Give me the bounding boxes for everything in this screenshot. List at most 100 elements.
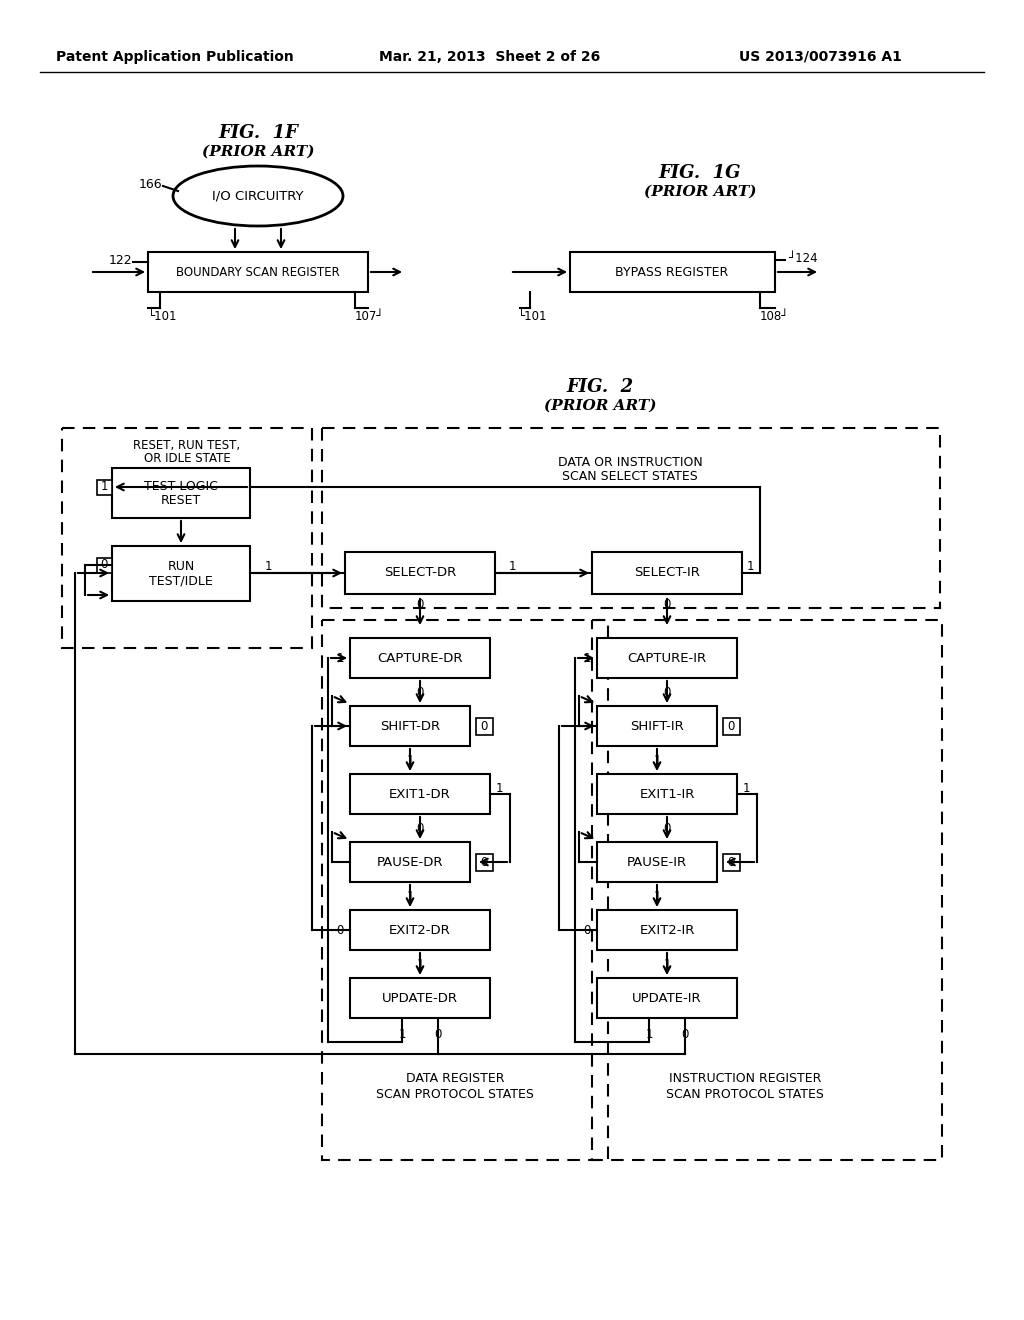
Text: RESET, RUN TEST,: RESET, RUN TEST,	[133, 438, 241, 451]
Text: 1: 1	[645, 1027, 652, 1040]
Text: DATA OR INSTRUCTION: DATA OR INSTRUCTION	[558, 455, 702, 469]
Text: UPDATE-DR: UPDATE-DR	[382, 991, 458, 1005]
Text: 1: 1	[496, 781, 504, 795]
Text: US 2013/0073916 A1: US 2013/0073916 A1	[738, 50, 901, 63]
Text: 1: 1	[407, 890, 414, 903]
Text: 0: 0	[417, 598, 424, 610]
Text: 0: 0	[417, 821, 424, 834]
Text: 0: 0	[417, 685, 424, 698]
Bar	[592, 552, 742, 594]
Bar	[112, 546, 250, 601]
Text: 1: 1	[508, 560, 516, 573]
Text: 122: 122	[109, 253, 132, 267]
Bar	[592, 620, 942, 1160]
Bar	[476, 718, 493, 735]
Text: 1: 1	[407, 754, 414, 767]
Bar	[570, 252, 775, 292]
Text: 0: 0	[664, 598, 671, 610]
Text: TEST LOGIC: TEST LOGIC	[144, 480, 218, 494]
Bar	[597, 909, 737, 950]
Bar	[62, 428, 312, 648]
Text: 1: 1	[398, 1027, 406, 1040]
Bar	[597, 842, 717, 882]
Text: EXIT1-DR: EXIT1-DR	[389, 788, 451, 800]
Text: 1: 1	[653, 754, 660, 767]
Text: Mar. 21, 2013  Sheet 2 of 26: Mar. 21, 2013 Sheet 2 of 26	[379, 50, 601, 63]
Text: 0: 0	[584, 924, 591, 936]
Bar	[350, 909, 490, 950]
Text: 1: 1	[743, 781, 751, 795]
Bar	[723, 718, 740, 735]
Text: (PRIOR ART): (PRIOR ART)	[644, 185, 757, 199]
Ellipse shape	[173, 166, 343, 226]
Text: EXIT2-IR: EXIT2-IR	[639, 924, 694, 936]
Text: EXIT1-IR: EXIT1-IR	[639, 788, 694, 800]
Text: 108┘: 108┘	[760, 309, 790, 322]
Text: EXIT2-DR: EXIT2-DR	[389, 924, 451, 936]
Text: SELECT-IR: SELECT-IR	[634, 566, 700, 579]
Bar	[97, 480, 112, 495]
Bar	[350, 842, 470, 882]
Bar	[350, 638, 490, 678]
Bar	[322, 428, 940, 609]
Bar	[350, 706, 470, 746]
Text: 0: 0	[664, 821, 671, 834]
Text: 1: 1	[746, 560, 754, 573]
Text: UPDATE-IR: UPDATE-IR	[632, 991, 701, 1005]
Text: ┘124: ┘124	[788, 252, 817, 264]
Text: TEST/IDLE: TEST/IDLE	[150, 574, 213, 587]
Text: SHIFT-IR: SHIFT-IR	[630, 719, 684, 733]
Bar	[97, 558, 112, 573]
Bar	[112, 469, 250, 517]
Text: RESET: RESET	[161, 494, 201, 507]
Text: 0: 0	[727, 719, 734, 733]
Text: DATA REGISTER: DATA REGISTER	[406, 1072, 504, 1085]
Bar	[723, 854, 740, 871]
Text: SCAN PROTOCOL STATES: SCAN PROTOCOL STATES	[376, 1088, 534, 1101]
Text: CAPTURE-IR: CAPTURE-IR	[628, 652, 707, 664]
Bar	[345, 552, 495, 594]
Bar	[476, 854, 493, 871]
Text: 1: 1	[337, 652, 344, 664]
Text: 1: 1	[664, 957, 671, 970]
Text: SHIFT-DR: SHIFT-DR	[380, 719, 440, 733]
Text: 0: 0	[681, 1027, 689, 1040]
Text: RUN: RUN	[167, 561, 195, 573]
Text: (PRIOR ART): (PRIOR ART)	[544, 399, 656, 413]
Text: BYPASS REGISTER: BYPASS REGISTER	[615, 265, 729, 279]
Bar	[322, 620, 608, 1160]
Text: 1: 1	[264, 560, 271, 573]
Bar	[597, 638, 737, 678]
Text: 166: 166	[138, 177, 162, 190]
Text: SCAN SELECT STATES: SCAN SELECT STATES	[562, 470, 698, 483]
Text: 1: 1	[584, 652, 591, 664]
Text: 0: 0	[100, 558, 108, 572]
Text: BOUNDARY SCAN REGISTER: BOUNDARY SCAN REGISTER	[176, 265, 340, 279]
Text: CAPTURE-DR: CAPTURE-DR	[377, 652, 463, 664]
Text: PAUSE-DR: PAUSE-DR	[377, 855, 443, 869]
Text: └101: └101	[148, 309, 177, 322]
Text: 0: 0	[727, 855, 734, 869]
Text: 1: 1	[653, 890, 660, 903]
Text: FIG.  1F: FIG. 1F	[218, 124, 298, 143]
Text: 1: 1	[416, 957, 424, 970]
Text: (PRIOR ART): (PRIOR ART)	[202, 145, 314, 158]
Text: INSTRUCTION REGISTER: INSTRUCTION REGISTER	[669, 1072, 821, 1085]
Text: Patent Application Publication: Patent Application Publication	[56, 50, 294, 63]
Text: 0: 0	[434, 1027, 441, 1040]
Bar	[597, 774, 737, 814]
Text: OR IDLE STATE: OR IDLE STATE	[143, 451, 230, 465]
Text: SELECT-DR: SELECT-DR	[384, 566, 456, 579]
Text: 0: 0	[480, 855, 487, 869]
Bar	[350, 774, 490, 814]
Bar	[597, 706, 717, 746]
Text: 107┘: 107┘	[355, 309, 384, 322]
Text: SCAN PROTOCOL STATES: SCAN PROTOCOL STATES	[666, 1088, 824, 1101]
Bar	[148, 252, 368, 292]
Bar	[350, 978, 490, 1018]
Bar	[597, 978, 737, 1018]
Text: PAUSE-IR: PAUSE-IR	[627, 855, 687, 869]
Text: FIG.  1G: FIG. 1G	[658, 164, 741, 182]
Text: FIG.  2: FIG. 2	[566, 378, 634, 396]
Text: 0: 0	[337, 924, 344, 936]
